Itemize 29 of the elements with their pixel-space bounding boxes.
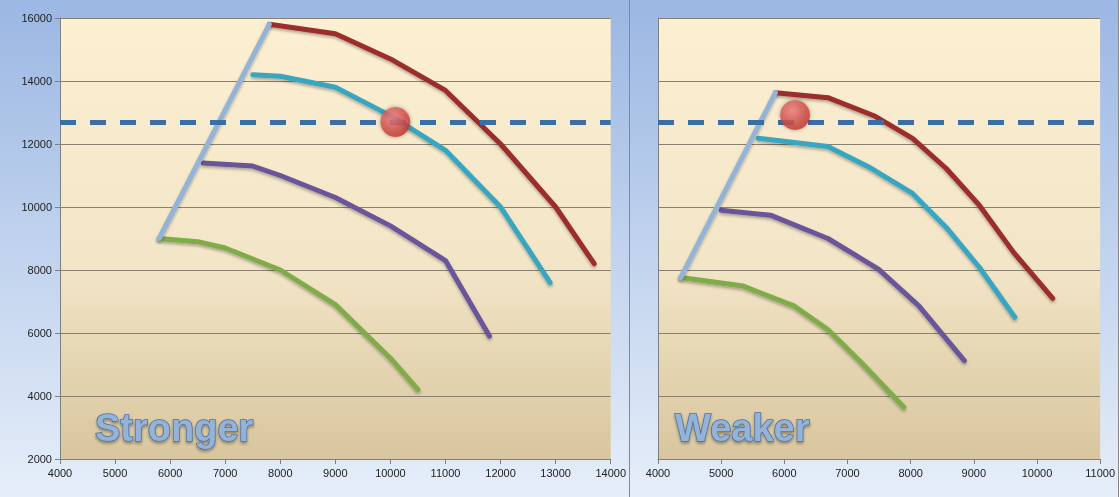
x-tick-label: 13000 bbox=[540, 466, 571, 479]
x-tick-label: 10000 bbox=[375, 466, 406, 479]
x-tick-label: 7000 bbox=[212, 466, 238, 479]
y-tick-label: 8000 bbox=[27, 264, 52, 276]
y-tick-label: 4000 bbox=[27, 390, 52, 402]
x-tick-label: 8000 bbox=[268, 466, 293, 479]
x-tick-label: 10000 bbox=[1021, 466, 1053, 479]
x-tick-label: 5000 bbox=[102, 466, 128, 479]
x-tick-label: 9000 bbox=[323, 466, 348, 479]
x-tick-label: 14000 bbox=[595, 466, 626, 479]
y-tick-label: 6000 bbox=[27, 327, 52, 339]
x-tick-label: 11000 bbox=[1085, 466, 1115, 479]
y-tick-label: 16000 bbox=[21, 12, 52, 24]
x-tick-label: 5000 bbox=[708, 466, 734, 479]
x-tick-label: 4000 bbox=[47, 466, 73, 479]
x-tick-label: 6000 bbox=[157, 466, 183, 479]
x-tick-label: 9000 bbox=[961, 466, 987, 479]
x-tick-label: 4000 bbox=[645, 466, 671, 479]
x-tick-label: 7000 bbox=[835, 466, 860, 479]
x-tick-label: 8000 bbox=[898, 466, 923, 479]
text: Weaker bbox=[675, 406, 810, 449]
text: Stronger bbox=[95, 406, 254, 449]
x-tick-label: 11000 bbox=[430, 466, 461, 479]
y-tick-label: 10000 bbox=[21, 201, 52, 213]
y-tick-label: 2000 bbox=[27, 453, 52, 465]
x-tick-label: 6000 bbox=[772, 466, 797, 479]
y-tick-label: 12000 bbox=[21, 138, 52, 150]
x-tick-label: 12000 bbox=[485, 466, 516, 479]
y-tick-label: 14000 bbox=[21, 75, 52, 87]
